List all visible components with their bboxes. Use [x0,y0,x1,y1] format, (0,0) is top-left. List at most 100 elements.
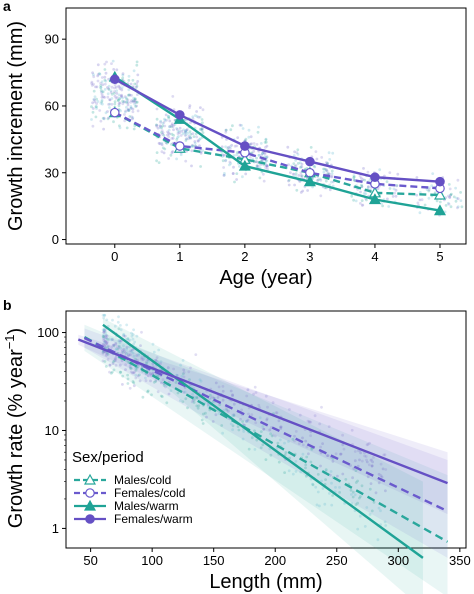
raw-point [135,354,139,357]
raw-point [325,454,329,457]
raw-point [108,98,112,101]
raw-point [331,494,334,497]
data-point [175,110,185,120]
raw-point [206,403,210,406]
raw-point [217,412,221,415]
raw-point [132,342,136,346]
raw-point [229,422,233,426]
raw-point [114,96,118,100]
raw-point [134,373,138,377]
raw-point [384,489,387,493]
raw-point [266,164,269,168]
raw-point [241,437,245,441]
raw-point [370,509,374,513]
raw-point [171,95,175,98]
raw-point [164,385,167,389]
confidence-band [84,324,448,594]
raw-point [176,132,180,136]
raw-point [291,472,295,476]
raw-point [259,142,263,145]
raw-point [127,88,131,92]
raw-point [300,165,304,169]
raw-point [176,130,180,134]
raw-point [358,496,361,500]
raw-point [264,137,268,141]
raw-point [120,88,124,92]
raw-point [91,107,95,110]
raw-point [228,163,231,167]
panel-b-frame [65,310,467,549]
raw-point [132,354,136,358]
raw-point [232,165,235,169]
raw-point [191,144,195,148]
raw-point [297,174,301,177]
raw-point [427,188,431,192]
raw-point [319,178,323,182]
raw-point [368,441,371,445]
raw-point [105,340,109,344]
raw-point [320,405,323,409]
raw-point [300,162,304,166]
raw-point [181,400,185,404]
raw-point [214,413,218,417]
raw-point [110,62,113,65]
raw-point [293,183,296,187]
raw-point [96,72,100,76]
raw-point [135,84,139,88]
raw-point [102,333,105,337]
raw-point [124,363,127,366]
raw-point [363,454,366,458]
raw-point [103,88,107,91]
raw-point [241,420,245,423]
raw-point [155,123,158,127]
raw-point [107,88,111,91]
raw-point [158,142,162,146]
raw-point [309,434,312,438]
raw-point [90,82,93,85]
raw-point [211,395,215,399]
raw-point [95,97,98,101]
raw-point [351,495,355,499]
raw-point [241,175,244,179]
raw-point [292,172,296,176]
raw-point [255,143,259,146]
raw-point [106,86,109,89]
raw-point [456,178,460,182]
panel-a-x-ticks: 0 1 2 3 4 5 [111,244,444,264]
raw-point [316,473,320,476]
raw-point [113,357,117,360]
raw-point [156,374,160,378]
raw-point [159,119,163,123]
raw-point [279,425,282,429]
raw-point [309,477,313,481]
raw-point [143,357,146,360]
raw-point [90,118,93,121]
raw-point [363,525,367,528]
raw-point [163,118,167,122]
raw-point [226,147,230,150]
raw-point [118,87,122,91]
raw-point [324,168,328,171]
raw-point [112,343,116,347]
raw-point [336,474,339,478]
raw-point [221,159,225,163]
raw-point [147,359,151,363]
raw-point [289,171,292,175]
raw-point [231,424,235,428]
raw-point [294,164,298,167]
raw-point [395,184,399,187]
raw-point [135,100,138,104]
raw-point [381,467,385,471]
raw-point [196,139,200,143]
raw-point [175,138,179,141]
raw-point [233,144,237,148]
raw-point [187,137,191,141]
raw-point [263,141,267,144]
raw-point [231,124,234,128]
raw-point [294,174,298,178]
raw-point [126,382,130,385]
raw-point [330,175,333,179]
raw-point [102,339,106,342]
series-line-males-warm [114,75,441,212]
raw-point [131,110,135,114]
